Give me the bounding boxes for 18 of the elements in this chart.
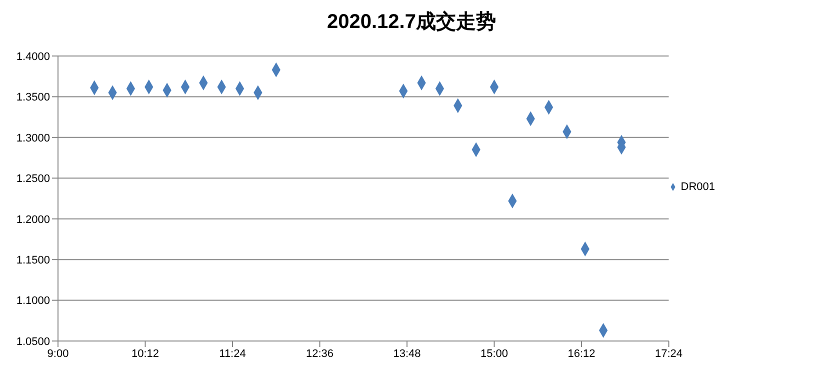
x-tick-label: 16:12 <box>568 348 596 360</box>
y-tick-label: 1.2500 <box>16 173 50 186</box>
y-tick-label: 1.3000 <box>16 132 50 144</box>
x-tick-label: 9:00 <box>47 348 69 360</box>
y-tick-label: 1.1500 <box>16 254 50 266</box>
y-tick-label: 1.0500 <box>16 336 50 348</box>
y-tick-label: 1.1000 <box>16 295 50 308</box>
y-tick-label: 1.4000 <box>16 50 50 63</box>
x-tick-label: 10:12 <box>131 348 160 360</box>
legend-label: DR001 <box>680 180 715 192</box>
x-tick-label: 12:36 <box>306 348 334 360</box>
chart-title: 2020.12.7成交走势 <box>326 10 497 35</box>
x-tick-label: 13:48 <box>393 348 421 360</box>
x-tick-label: 17:24 <box>654 348 683 360</box>
y-tick-label: 1.2000 <box>16 214 50 226</box>
x-tick-label: 15:00 <box>480 348 508 360</box>
y-tick-label: 1.3500 <box>16 92 50 104</box>
x-tick-label: 11:24 <box>219 348 246 360</box>
